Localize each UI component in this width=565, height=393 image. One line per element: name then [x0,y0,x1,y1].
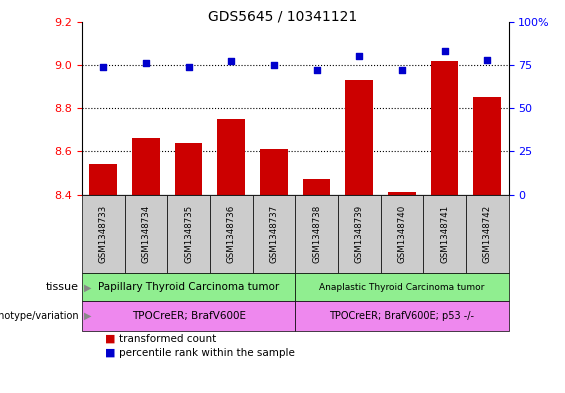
Text: genotype/variation: genotype/variation [0,311,79,321]
Text: TPOCreER; BrafV600E: TPOCreER; BrafV600E [132,311,246,321]
Bar [89,164,117,195]
Text: GSM1348734: GSM1348734 [141,205,150,263]
Bar [218,119,245,195]
Point [141,60,150,66]
Bar [132,138,160,195]
Text: GSM1348742: GSM1348742 [483,205,492,263]
Text: tissue: tissue [46,282,79,292]
Point [483,57,492,63]
Bar [345,80,373,195]
Text: GSM1348738: GSM1348738 [312,205,321,263]
Point [397,67,406,73]
Bar [473,97,501,195]
Text: GSM1348736: GSM1348736 [227,205,236,263]
Text: ■: ■ [105,334,115,344]
Text: percentile rank within the sample: percentile rank within the sample [119,347,294,358]
Text: GDS5645 / 10341121: GDS5645 / 10341121 [208,10,357,24]
Text: GSM1348735: GSM1348735 [184,205,193,263]
Text: Anaplastic Thyroid Carcinoma tumor: Anaplastic Thyroid Carcinoma tumor [319,283,485,292]
Text: ▶: ▶ [84,311,91,321]
Point [440,48,449,54]
Point [184,63,193,70]
Bar [260,149,288,195]
Text: GSM1348740: GSM1348740 [397,205,406,263]
Text: Papillary Thyroid Carcinoma tumor: Papillary Thyroid Carcinoma tumor [98,282,279,292]
Text: ▶: ▶ [84,282,91,292]
Text: GSM1348741: GSM1348741 [440,205,449,263]
Bar [431,61,458,195]
Point [355,53,364,59]
Bar [388,193,416,195]
Point [312,67,321,73]
Text: GSM1348737: GSM1348737 [270,205,279,263]
Point [99,63,108,70]
Text: ■: ■ [105,347,115,358]
Point [270,62,279,68]
Bar [303,179,331,195]
Bar [175,143,202,195]
Point [227,58,236,64]
Text: GSM1348733: GSM1348733 [99,205,108,263]
Text: transformed count: transformed count [119,334,216,344]
Text: GSM1348739: GSM1348739 [355,205,364,263]
Text: TPOCreER; BrafV600E; p53 -/-: TPOCreER; BrafV600E; p53 -/- [329,311,475,321]
